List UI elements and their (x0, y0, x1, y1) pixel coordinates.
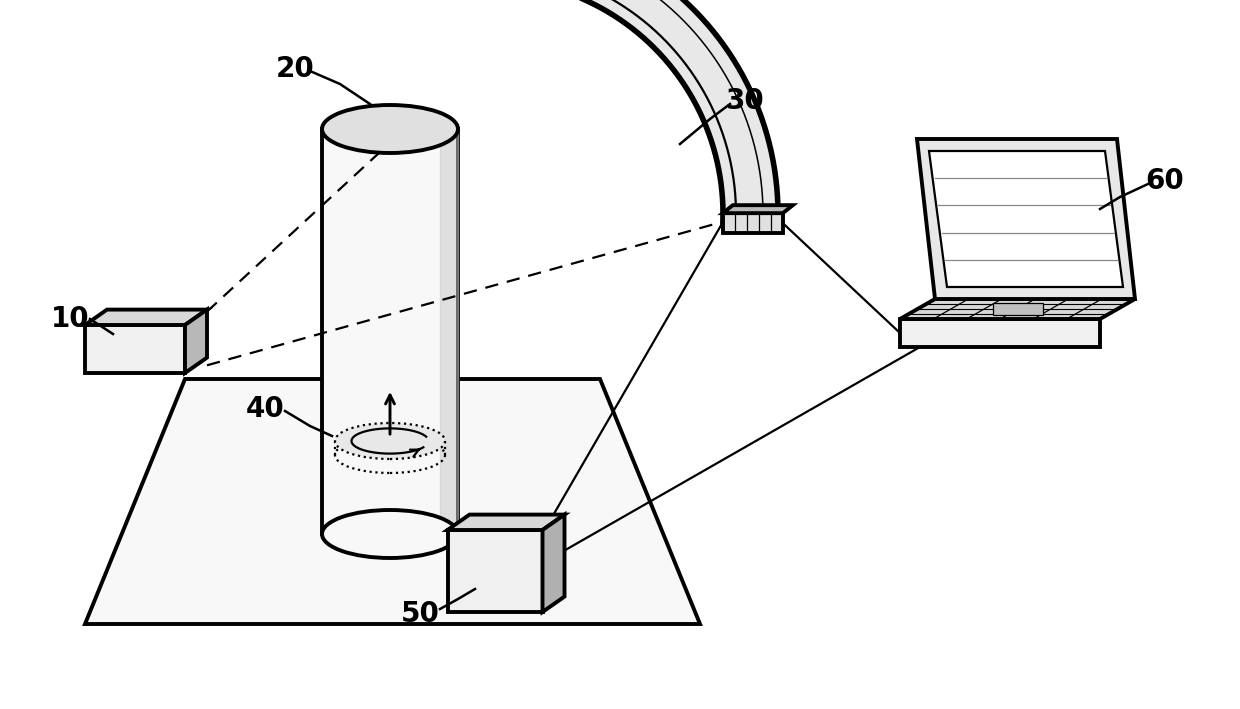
Text: 30: 30 (725, 87, 764, 115)
Ellipse shape (322, 510, 458, 558)
Polygon shape (900, 319, 1100, 347)
Polygon shape (86, 310, 207, 325)
Polygon shape (86, 325, 185, 373)
Polygon shape (86, 379, 701, 624)
Polygon shape (929, 151, 1123, 287)
Polygon shape (918, 139, 1135, 299)
Polygon shape (543, 515, 564, 612)
Text: 40: 40 (246, 395, 284, 423)
Text: 20: 20 (275, 55, 315, 83)
Ellipse shape (322, 105, 458, 153)
Text: 50: 50 (401, 600, 439, 628)
Polygon shape (500, 0, 777, 224)
Ellipse shape (335, 423, 445, 459)
Text: 60: 60 (1146, 167, 1184, 195)
Polygon shape (900, 299, 1135, 319)
Polygon shape (723, 205, 792, 213)
Text: 10: 10 (51, 305, 89, 333)
Polygon shape (723, 213, 782, 233)
Polygon shape (992, 303, 1043, 315)
Polygon shape (185, 310, 207, 373)
Polygon shape (448, 530, 543, 612)
Polygon shape (448, 515, 564, 530)
